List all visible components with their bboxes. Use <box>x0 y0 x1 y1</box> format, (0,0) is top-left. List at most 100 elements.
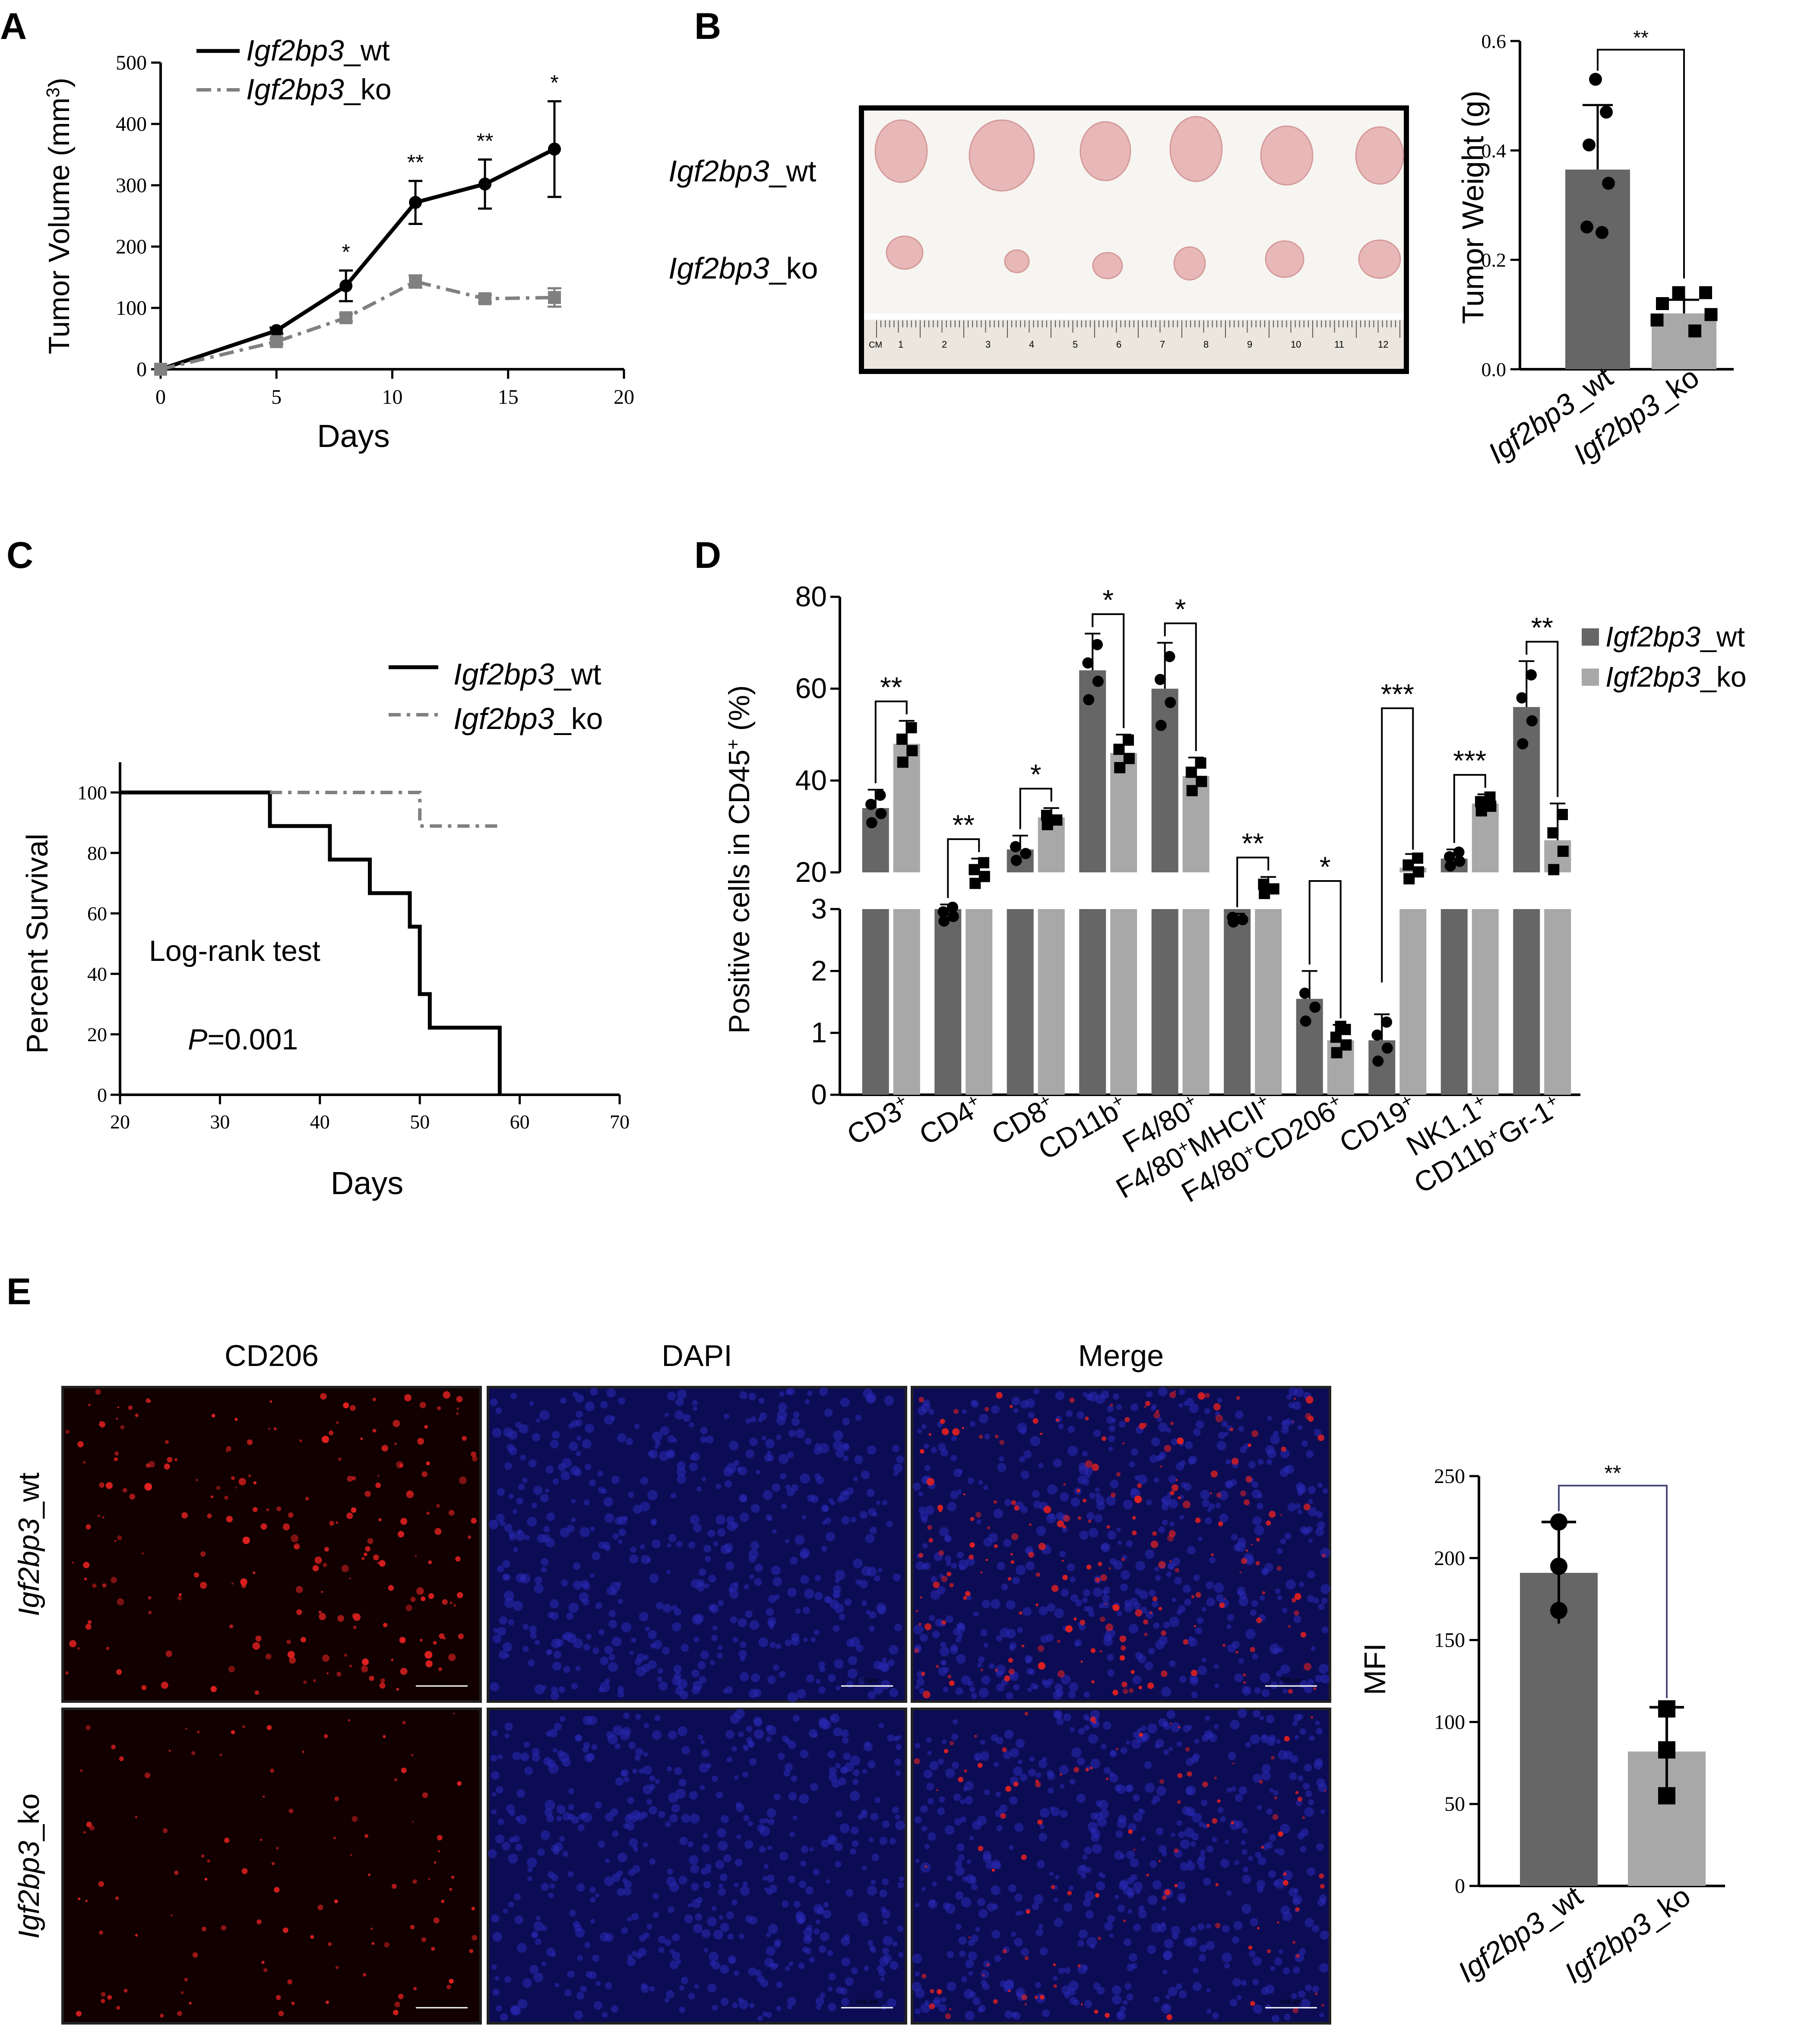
nucleus <box>654 1715 661 1721</box>
nucleus <box>529 1401 534 1406</box>
x-tick-label: 5 <box>271 386 282 409</box>
nucleus <box>959 1950 966 1957</box>
nucleus <box>640 1477 649 1485</box>
nucleus <box>676 1541 683 1548</box>
nucleus <box>1320 1930 1329 1940</box>
cd206-signal <box>1247 1443 1251 1447</box>
nucleus <box>1308 1799 1314 1806</box>
cd206-signal <box>276 1506 282 1512</box>
nucleus <box>1259 1715 1264 1720</box>
cd206-signal <box>436 1504 440 1508</box>
nucleus <box>1011 1674 1016 1679</box>
column-title: CD206 <box>225 1339 319 1372</box>
cd206-signal <box>256 1919 262 1924</box>
cd206-signal <box>117 1535 122 1540</box>
cd206-signal <box>1174 1884 1178 1888</box>
nucleus <box>725 1730 734 1739</box>
nucleus <box>496 1513 505 1522</box>
cd206-signal <box>1008 1990 1011 1992</box>
cd206-signal <box>349 1578 351 1580</box>
ruler-number: 12 <box>1378 339 1388 350</box>
nucleus <box>1265 2004 1271 2010</box>
cd206-signal <box>99 1421 106 1428</box>
cd206-signal <box>1119 1655 1125 1661</box>
cd206-signal <box>365 1546 370 1552</box>
nucleus <box>1135 1561 1146 1571</box>
nucleus <box>1163 2004 1169 2010</box>
nucleus <box>712 2005 718 2011</box>
data-point <box>1672 286 1685 299</box>
ruler <box>864 320 1404 369</box>
cd206-signal <box>351 1613 358 1619</box>
nucleus <box>1306 1450 1314 1458</box>
significance-bracket <box>1526 640 1559 797</box>
nucleus <box>1017 1759 1023 1765</box>
cd206-signal <box>457 1592 463 1598</box>
cd206-signal <box>970 1517 975 1521</box>
nucleus <box>1260 1673 1270 1683</box>
cd206-signal <box>1116 1748 1118 1750</box>
cd206-signal <box>362 1658 369 1666</box>
ruler-number: 3 <box>985 339 991 350</box>
nucleus <box>1112 1393 1119 1400</box>
nucleus <box>795 1608 801 1614</box>
data-point <box>1371 1029 1383 1041</box>
nucleus <box>999 1456 1004 1462</box>
nucleus <box>629 1651 634 1655</box>
nucleus <box>1216 1441 1226 1451</box>
nucleus <box>1178 1403 1183 1408</box>
nucleus <box>844 1598 852 1606</box>
cd206-signal <box>135 1816 138 1819</box>
nucleus <box>819 1443 829 1454</box>
nucleus <box>1249 1950 1256 1958</box>
cd206-signal <box>271 1862 275 1865</box>
cd206-signal <box>1219 1602 1225 1608</box>
panel-letter-e: E <box>6 1271 31 1312</box>
cd206-signal <box>396 1688 399 1691</box>
cd206-signal <box>1152 1596 1158 1601</box>
cd206-signal <box>1010 1405 1013 1408</box>
cd206-signal <box>1175 1479 1178 1481</box>
nucleus <box>938 1759 944 1765</box>
nucleus <box>513 1547 518 1553</box>
nucleus <box>1295 1503 1301 1509</box>
nucleus <box>612 1830 619 1837</box>
nucleus <box>1242 1875 1251 1884</box>
nucleus <box>1186 1862 1196 1871</box>
nucleus <box>1164 1500 1168 1505</box>
cd206-signal <box>434 1861 437 1864</box>
y-tick-label: 0 <box>97 1084 107 1106</box>
nucleus <box>816 1919 820 1924</box>
nucleus <box>1190 1674 1199 1683</box>
legend-swatch-wt <box>1582 628 1599 646</box>
cd206-signal <box>107 1995 112 2000</box>
scale-bar-label: 100 μm <box>856 1998 878 2006</box>
nucleus <box>1083 1392 1088 1397</box>
text-part: Igf2bp3 <box>13 1841 45 1939</box>
cd206-signal <box>1073 1617 1077 1621</box>
data-point <box>1082 657 1094 669</box>
cd206-signal <box>1105 1603 1107 1605</box>
nucleus <box>1256 1880 1266 1889</box>
nucleus <box>915 1561 924 1570</box>
nucleus <box>1086 1606 1093 1613</box>
nucleus <box>915 1903 920 1908</box>
nucleus <box>839 1614 845 1620</box>
nucleus <box>835 1448 845 1458</box>
nucleus <box>1132 1675 1141 1684</box>
nucleus <box>1252 1516 1262 1526</box>
cd206-signal <box>1053 1984 1057 1988</box>
nucleus <box>1153 1622 1160 1629</box>
cd206-signal <box>323 1734 328 1739</box>
data-point <box>1154 674 1166 685</box>
nucleus <box>620 1730 630 1741</box>
cd206-signal <box>456 1396 463 1403</box>
cd206-signal <box>204 1878 208 1881</box>
nucleus <box>643 1654 649 1660</box>
text-part: _ko <box>1700 661 1746 693</box>
nucleus <box>692 1400 698 1406</box>
nucleus <box>1300 1999 1311 2009</box>
y-tick-label: 80 <box>87 842 107 864</box>
nucleus <box>1038 1759 1048 1768</box>
cd206-signal <box>433 1917 440 1924</box>
